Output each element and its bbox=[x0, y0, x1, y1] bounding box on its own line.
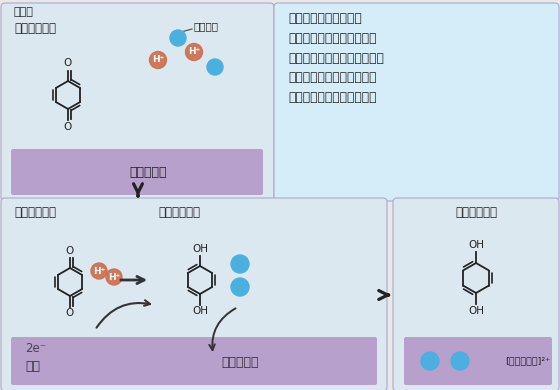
Text: O: O bbox=[66, 245, 74, 255]
Text: 有機半導体: 有機半導体 bbox=[129, 165, 167, 179]
Text: 開発した手法の機構。
有機半導体薄膜をベンゾキ
ノン、ヒドロキノンと疎水性
陰イオンの水溶液に浸すと
化学ドーピングが生じる。: 開発した手法の機構。 有機半導体薄膜をベンゾキ ノン、ヒドロキノンと疎水性 陰イ… bbox=[288, 12, 384, 104]
Circle shape bbox=[451, 352, 469, 370]
Text: 水溶液: 水溶液 bbox=[14, 7, 34, 17]
Text: H⁺: H⁺ bbox=[108, 273, 120, 282]
Circle shape bbox=[106, 269, 122, 285]
FancyBboxPatch shape bbox=[1, 3, 274, 201]
Text: ヒドロキノン: ヒドロキノン bbox=[455, 206, 497, 219]
Circle shape bbox=[421, 352, 439, 370]
FancyBboxPatch shape bbox=[1, 198, 387, 390]
FancyBboxPatch shape bbox=[11, 149, 263, 195]
Text: OH: OH bbox=[468, 306, 484, 316]
FancyBboxPatch shape bbox=[404, 337, 552, 385]
Text: ヒドロキノン: ヒドロキノン bbox=[158, 206, 200, 219]
Text: O: O bbox=[64, 58, 72, 69]
Circle shape bbox=[231, 278, 249, 296]
Text: ベンゾキノン: ベンゾキノン bbox=[14, 22, 56, 35]
Circle shape bbox=[91, 263, 107, 279]
Circle shape bbox=[150, 51, 166, 69]
Text: 陰イオン: 陰イオン bbox=[193, 21, 218, 31]
Text: 電子: 電子 bbox=[25, 360, 40, 372]
Circle shape bbox=[207, 59, 223, 75]
Circle shape bbox=[185, 44, 203, 60]
Text: [有機半導体]²⁺: [有機半導体]²⁺ bbox=[505, 356, 550, 365]
Text: O: O bbox=[64, 122, 72, 131]
Text: ベンゾキノン: ベンゾキノン bbox=[14, 206, 56, 219]
Circle shape bbox=[231, 255, 249, 273]
Text: 2e⁻: 2e⁻ bbox=[25, 342, 46, 355]
FancyBboxPatch shape bbox=[274, 3, 559, 201]
Text: H⁺: H⁺ bbox=[188, 48, 200, 57]
Text: 有機半導体: 有機半導体 bbox=[221, 356, 259, 369]
Circle shape bbox=[170, 30, 186, 46]
Text: O: O bbox=[66, 308, 74, 319]
Text: H⁺: H⁺ bbox=[152, 55, 164, 64]
FancyBboxPatch shape bbox=[11, 337, 377, 385]
Text: H⁺: H⁺ bbox=[93, 266, 105, 275]
Text: OH: OH bbox=[192, 307, 208, 317]
Text: OH: OH bbox=[468, 240, 484, 250]
Text: OH: OH bbox=[192, 243, 208, 254]
FancyBboxPatch shape bbox=[393, 198, 559, 390]
